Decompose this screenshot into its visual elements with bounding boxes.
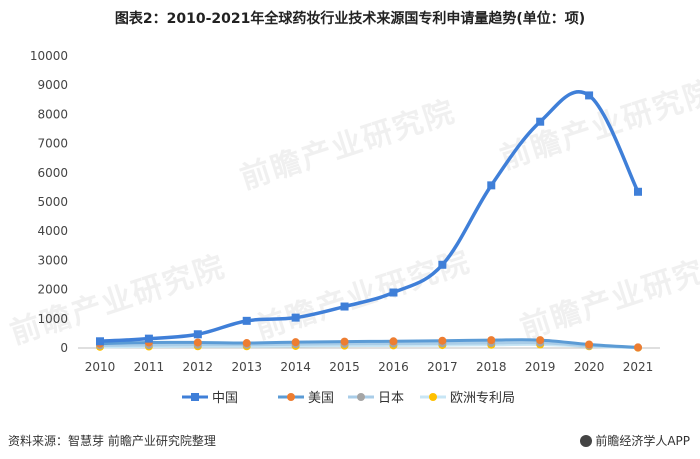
legend-marker xyxy=(191,393,199,401)
legend-label: 欧洲专利局 xyxy=(450,391,515,406)
y-tick-label: 9000 xyxy=(37,78,68,92)
y-tick-label: 3000 xyxy=(37,253,68,267)
series-line xyxy=(98,338,640,349)
data-point xyxy=(536,117,545,126)
data-point xyxy=(291,313,300,322)
x-tick-label: 2013 xyxy=(231,360,262,374)
series-line xyxy=(98,90,640,344)
y-tick-label: 10000 xyxy=(30,49,68,63)
data-point xyxy=(242,339,251,348)
data-point xyxy=(438,336,447,345)
data-point xyxy=(585,91,594,100)
legend-label: 美国 xyxy=(308,391,334,406)
y-tick-label: 8000 xyxy=(37,107,68,121)
legend-marker xyxy=(287,393,295,401)
legend-label: 日本 xyxy=(378,391,404,406)
legend-label: 中国 xyxy=(212,391,238,406)
x-tick-label: 2016 xyxy=(378,360,409,374)
series-0 xyxy=(96,90,642,346)
legend-marker xyxy=(357,393,365,401)
series-1 xyxy=(96,336,642,352)
series-layer xyxy=(96,90,642,352)
data-point xyxy=(340,302,349,311)
data-point xyxy=(536,336,545,345)
data-point xyxy=(487,181,496,190)
x-axis: 2010 2011 2012 2013 2014 2015 2016 2017 2018 2019… xyxy=(85,360,654,374)
y-tick-label: 5000 xyxy=(37,195,68,209)
data-point xyxy=(96,337,104,346)
data-point xyxy=(634,187,642,196)
data-point xyxy=(193,330,202,339)
data-point xyxy=(242,316,251,325)
data-point xyxy=(291,338,300,347)
brand-logo-icon xyxy=(580,435,593,447)
y-tick-label: 7000 xyxy=(37,137,68,151)
data-point xyxy=(389,337,398,346)
data-point xyxy=(634,343,642,352)
data-point xyxy=(438,260,447,269)
x-tick-label: 2021 xyxy=(623,360,654,374)
y-axis: 0 1000 2000 3000 4000 5000 6000 7000 8000 9000 100… xyxy=(30,49,68,355)
x-tick-label: 2010 xyxy=(85,360,116,374)
legend: 中国 美国 日本 欧洲专利局 xyxy=(182,391,515,406)
x-tick-label: 2018 xyxy=(476,360,507,374)
y-tick-label: 1000 xyxy=(37,312,68,326)
data-point xyxy=(193,338,202,347)
legend-marker xyxy=(429,393,437,401)
x-tick-label: 2012 xyxy=(183,360,214,374)
x-tick-label: 2015 xyxy=(329,360,360,374)
data-point xyxy=(585,340,594,349)
brand-label: 前瞻经济学人APP xyxy=(580,432,690,449)
x-tick-label: 2014 xyxy=(280,360,311,374)
y-tick-label: 4000 xyxy=(37,224,68,238)
y-tick-label: 0 xyxy=(60,341,68,355)
data-point xyxy=(144,334,153,343)
x-tick-label: 2019 xyxy=(525,360,556,374)
x-tick-label: 2017 xyxy=(427,360,458,374)
data-point xyxy=(340,337,349,346)
x-tick-label: 2020 xyxy=(574,360,605,374)
x-tick-label: 2011 xyxy=(134,360,165,374)
series-line xyxy=(98,341,640,349)
y-tick-label: 6000 xyxy=(37,166,68,180)
data-point xyxy=(389,288,398,297)
chart-title: 图表2：2010-2021年全球药妆行业技术来源国专利申请量趋势(单位：项) xyxy=(114,11,586,27)
y-tick-label: 2000 xyxy=(37,283,68,297)
source-note: 资料来源：智慧芽 前瞻产业研究院整理 xyxy=(8,434,216,448)
brand-text: 前瞻经济学人APP xyxy=(595,434,690,448)
data-point xyxy=(487,336,496,345)
